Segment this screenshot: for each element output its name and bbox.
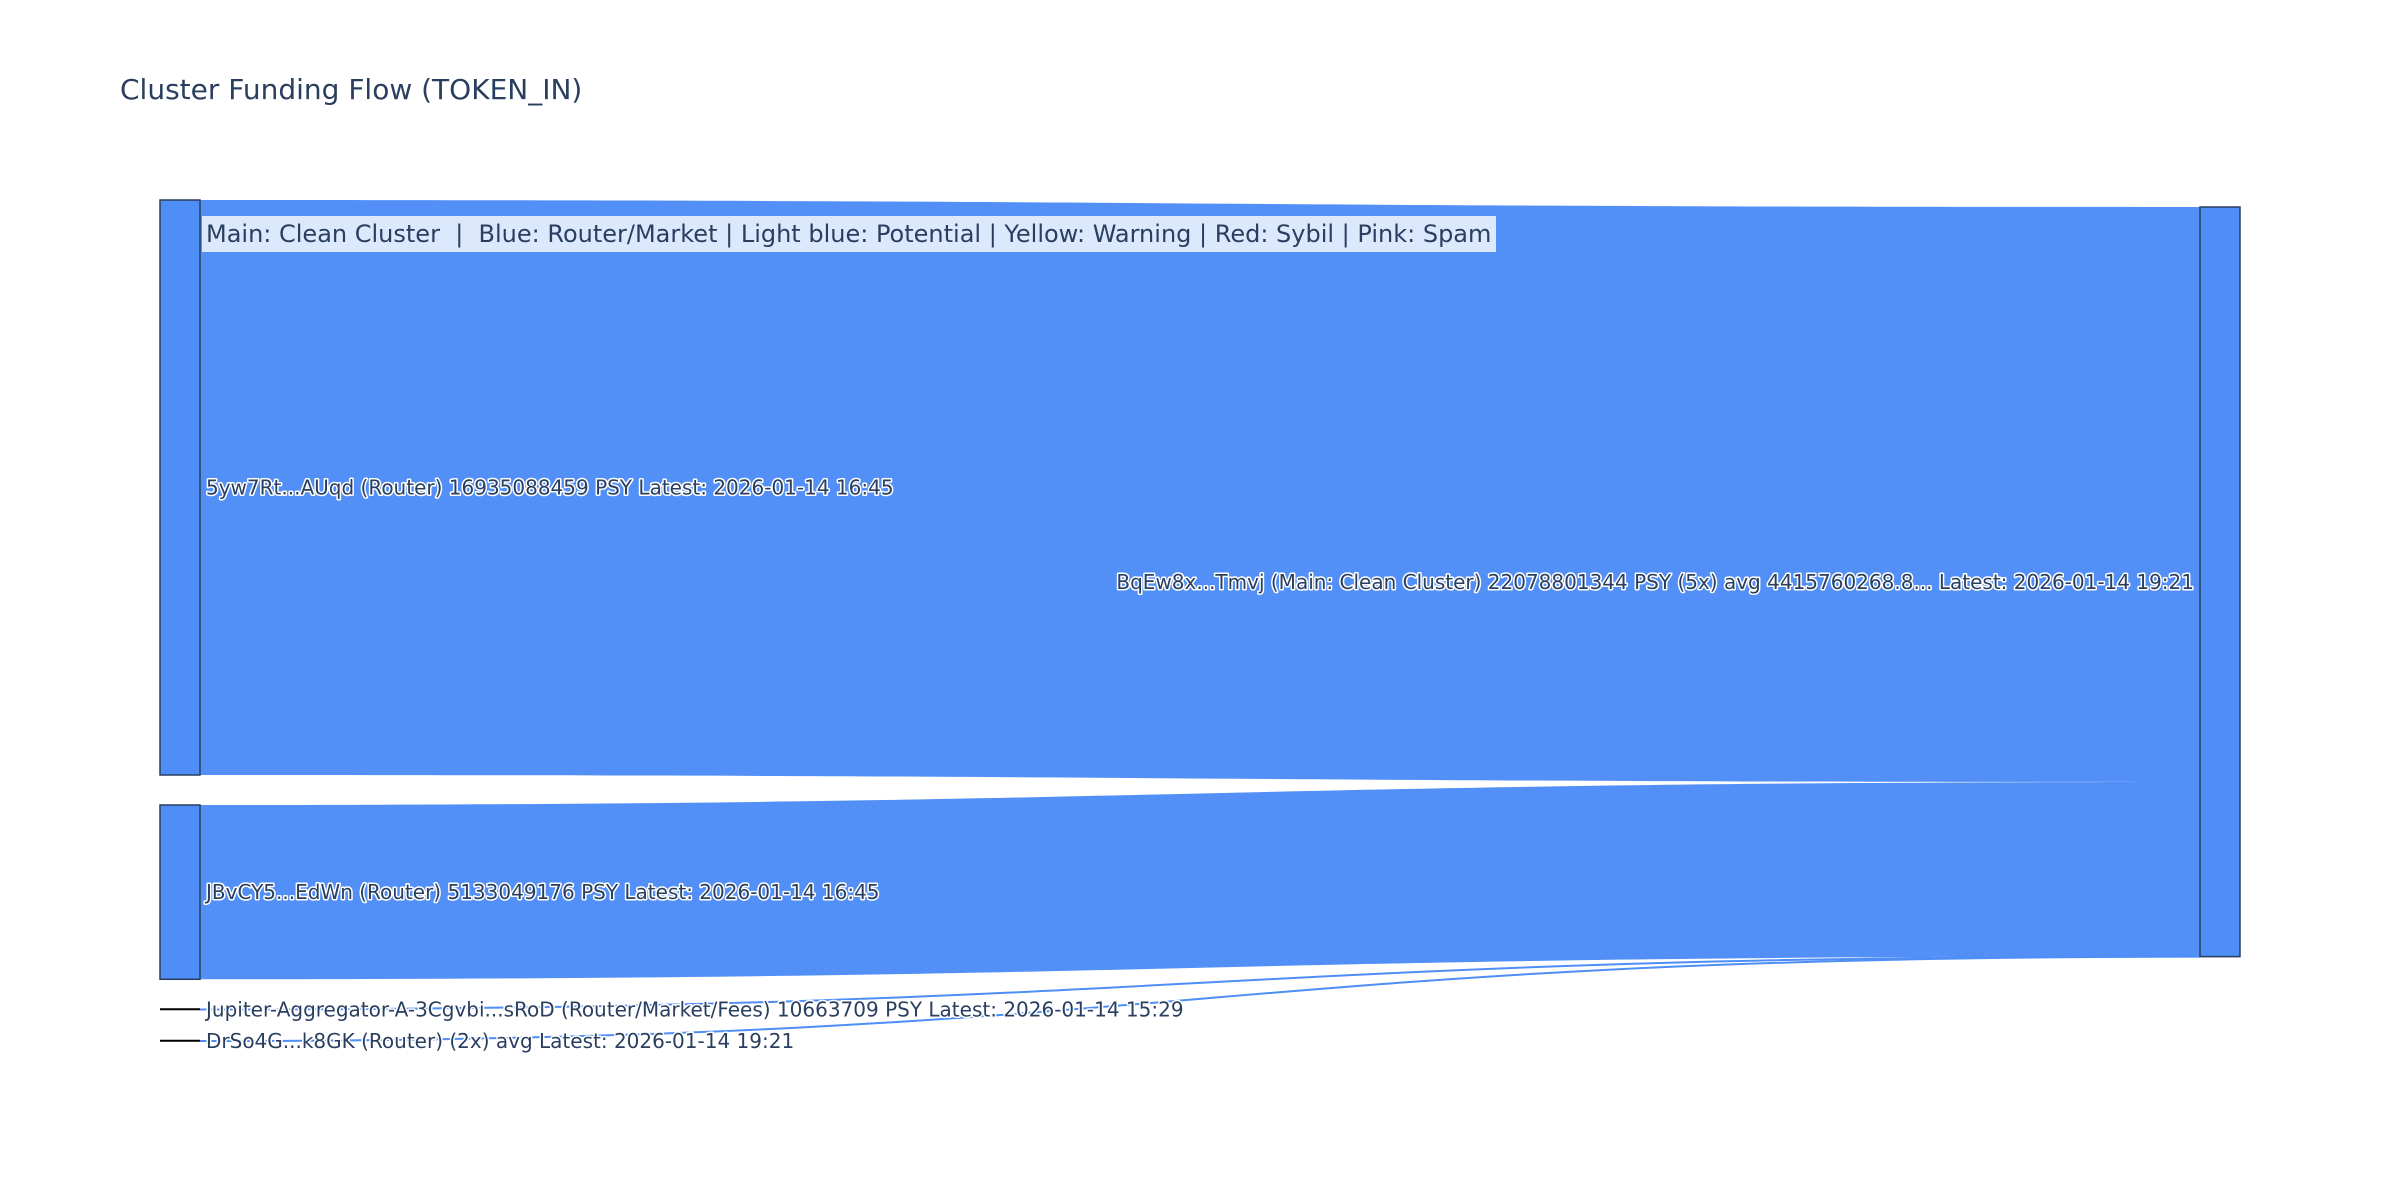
node-label: JBvCY5...EdWn (Router) 5133049176 PSY La… <box>204 880 880 904</box>
flow-link[interactable] <box>199 955 2201 1043</box>
flow-link[interactable] <box>200 782 2200 980</box>
chart-title: Cluster Funding Flow (TOKEN_IN) <box>120 73 582 106</box>
node-label: DrSo4G...k8GK (Router) (2x) avg Latest: … <box>206 1029 794 1053</box>
legend-annotation: Main: Clean Cluster | Blue: Router/Marke… <box>206 220 1491 248</box>
annotation-background <box>202 216 1496 252</box>
node-label: BqEw8x...Tmvj (Main: Clean Cluster) 2207… <box>1116 570 2194 594</box>
sankey-node[interactable] <box>159 199 201 776</box>
flow-link[interactable] <box>200 200 2200 782</box>
node-label: Jupiter-Aggregator-A-3Cgvbi...sRoD (Rout… <box>204 998 1184 1022</box>
node-label: 5yw7Rt...AUqd (Router) 16935088459 PSY L… <box>206 476 894 500</box>
flow-link[interactable] <box>199 955 2201 1011</box>
labels-layer: 5yw7Rt...AUqd (Router) 16935088459 PSY L… <box>203 474 2196 1055</box>
links-layer <box>199 200 2201 1043</box>
sankey-node[interactable] <box>159 804 201 981</box>
nodes-layer <box>159 199 2241 1042</box>
sankey-node[interactable] <box>2199 206 2241 958</box>
